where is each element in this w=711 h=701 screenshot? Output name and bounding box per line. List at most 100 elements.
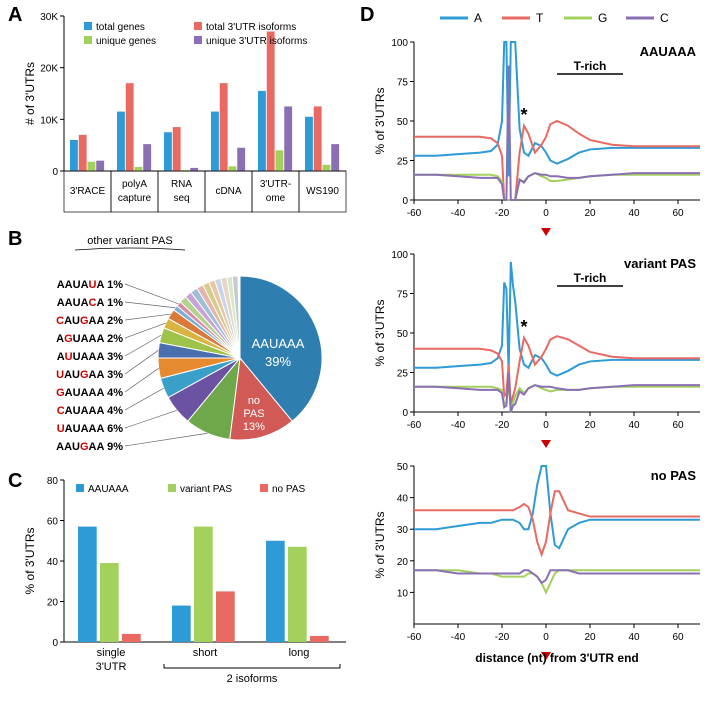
- svg-text:PAS: PAS: [243, 408, 264, 420]
- svg-text:20: 20: [584, 208, 596, 219]
- svg-text:-40: -40: [451, 632, 466, 643]
- svg-text:RNA: RNA: [171, 179, 192, 190]
- svg-text:25: 25: [397, 369, 409, 380]
- svg-text:40: 40: [628, 632, 640, 643]
- svg-text:60: 60: [47, 517, 59, 528]
- svg-text:short: short: [193, 647, 217, 659]
- svg-text:-40: -40: [451, 420, 466, 431]
- svg-text:# of 3'UTRs: # of 3'UTRs: [23, 62, 37, 125]
- svg-text:distance (nt) from 3'UTR end: distance (nt) from 3'UTR end: [475, 651, 639, 665]
- svg-text:50: 50: [397, 117, 409, 128]
- panel-label-c: C: [8, 470, 22, 493]
- svg-text:-60: -60: [407, 420, 422, 431]
- svg-text:75: 75: [397, 290, 409, 301]
- svg-text:T-rich: T-rich: [574, 59, 607, 73]
- svg-text:60: 60: [672, 208, 684, 219]
- svg-text:0: 0: [543, 420, 549, 431]
- svg-text:AUUAAA 3%: AUUAAA 3%: [57, 351, 123, 363]
- svg-text:polyA: polyA: [122, 179, 147, 190]
- svg-text:% of 3'UTRs: % of 3'UTRs: [373, 512, 387, 579]
- svg-text:unique 3'UTR isoforms: unique 3'UTR isoforms: [206, 36, 307, 47]
- svg-text:GAUAAA 4%: GAUAAA 4%: [56, 387, 123, 399]
- svg-text:variant PAS: variant PAS: [624, 256, 696, 271]
- svg-text:G: G: [598, 11, 607, 25]
- svg-text:-60: -60: [407, 208, 422, 219]
- svg-text:-60: -60: [407, 632, 422, 643]
- panel-a-chart: 0 10K 20K 30K # of 3'UTRs 3'RACE polyA capture R…: [22, 6, 352, 226]
- svg-text:T: T: [536, 11, 544, 25]
- panel-label-a: A: [8, 4, 22, 27]
- svg-text:25: 25: [397, 157, 409, 168]
- svg-text:-40: -40: [451, 208, 466, 219]
- svg-text:50: 50: [397, 462, 409, 473]
- svg-text:75: 75: [397, 78, 409, 89]
- svg-text:-20: -20: [495, 208, 510, 219]
- panel-c-chart: 0 20 40 60 80 % of 3'UTRs single 3'UTR short long…: [22, 472, 352, 697]
- svg-text:single: single: [97, 647, 126, 659]
- svg-text:40: 40: [628, 208, 640, 219]
- svg-text:unique genes: unique genes: [96, 36, 156, 47]
- svg-text:variant PAS: variant PAS: [180, 484, 232, 495]
- svg-text:% of 3'UTRs: % of 3'UTRs: [23, 528, 37, 595]
- svg-text:AAUAAA: AAUAAA: [252, 336, 305, 351]
- svg-text:capture: capture: [118, 193, 152, 204]
- svg-text:0: 0: [402, 196, 408, 207]
- svg-text:*: *: [520, 317, 527, 337]
- svg-text:AGUAAA 2%: AGUAAA 2%: [56, 333, 123, 345]
- svg-text:40: 40: [397, 494, 409, 505]
- svg-text:10: 10: [397, 588, 409, 599]
- svg-text:*: *: [520, 105, 527, 125]
- svg-text:3'RACE: 3'RACE: [70, 186, 106, 197]
- svg-text:total 3'UTR isoforms: total 3'UTR isoforms: [206, 22, 296, 33]
- svg-text:20: 20: [47, 598, 59, 609]
- svg-text:ome: ome: [266, 193, 286, 204]
- svg-text:% of 3'UTRs: % of 3'UTRs: [373, 300, 387, 367]
- svg-text:10K: 10K: [40, 115, 58, 126]
- svg-text:-20: -20: [495, 632, 510, 643]
- svg-text:0: 0: [543, 208, 549, 219]
- svg-text:20: 20: [584, 420, 596, 431]
- panel-b-pie: AAUAAA39%noPAS13%AAUGAA 9%UAUAAA 6%CAUAA…: [15, 228, 355, 468]
- svg-text:CAUGAA 2%: CAUGAA 2%: [56, 315, 123, 327]
- svg-text:0: 0: [543, 632, 549, 643]
- svg-text:30: 30: [397, 525, 409, 536]
- svg-text:% of 3'UTRs: % of 3'UTRs: [373, 88, 387, 155]
- svg-text:0: 0: [52, 638, 58, 649]
- svg-text:no: no: [248, 395, 260, 407]
- svg-text:cDNA: cDNA: [215, 186, 241, 197]
- svg-text:AAUAUA 1%: AAUAUA 1%: [57, 279, 123, 291]
- svg-text:0: 0: [52, 167, 58, 178]
- panel-d-chart: ATGC0255075100-60-40-200204060% of 3'UTR…: [370, 6, 710, 696]
- svg-text:30K: 30K: [40, 12, 58, 23]
- svg-text:no PAS: no PAS: [651, 468, 697, 483]
- svg-text:long: long: [289, 647, 310, 659]
- svg-text:3'UTR: 3'UTR: [96, 661, 127, 673]
- svg-text:20K: 20K: [40, 64, 58, 75]
- svg-text:T-rich: T-rich: [574, 271, 607, 285]
- svg-text:seq: seq: [173, 193, 189, 204]
- svg-text:60: 60: [672, 420, 684, 431]
- svg-text:2 isoforms: 2 isoforms: [227, 673, 278, 685]
- svg-text:-20: -20: [495, 420, 510, 431]
- svg-text:80: 80: [47, 476, 59, 487]
- svg-text:other variant PAS: other variant PAS: [87, 235, 172, 247]
- figure-root: A 0 10K 20K 30K # of 3'UTRs 3'RACE polyA captur…: [0, 0, 711, 701]
- svg-text:AAUAAA: AAUAAA: [640, 44, 697, 59]
- svg-text:total genes: total genes: [96, 22, 145, 33]
- svg-text:40: 40: [47, 557, 59, 568]
- svg-text:20: 20: [397, 557, 409, 568]
- svg-text:50: 50: [397, 329, 409, 340]
- svg-text:3'UTR-: 3'UTR-: [260, 179, 291, 190]
- svg-text:UAUAAA 6%: UAUAAA 6%: [57, 423, 123, 435]
- svg-text:UAUGAA 3%: UAUGAA 3%: [56, 369, 123, 381]
- svg-text:CAUAAA 4%: CAUAAA 4%: [57, 405, 123, 417]
- svg-text:20: 20: [584, 632, 596, 643]
- svg-text:AAUAAA: AAUAAA: [88, 484, 129, 495]
- svg-text:A: A: [474, 11, 482, 25]
- svg-text:100: 100: [391, 250, 408, 261]
- svg-text:WS190: WS190: [306, 186, 339, 197]
- svg-text:0: 0: [402, 408, 408, 419]
- svg-text:AAUGAA 9%: AAUGAA 9%: [56, 441, 123, 453]
- svg-text:13%: 13%: [243, 421, 265, 433]
- svg-text:no PAS: no PAS: [272, 484, 305, 495]
